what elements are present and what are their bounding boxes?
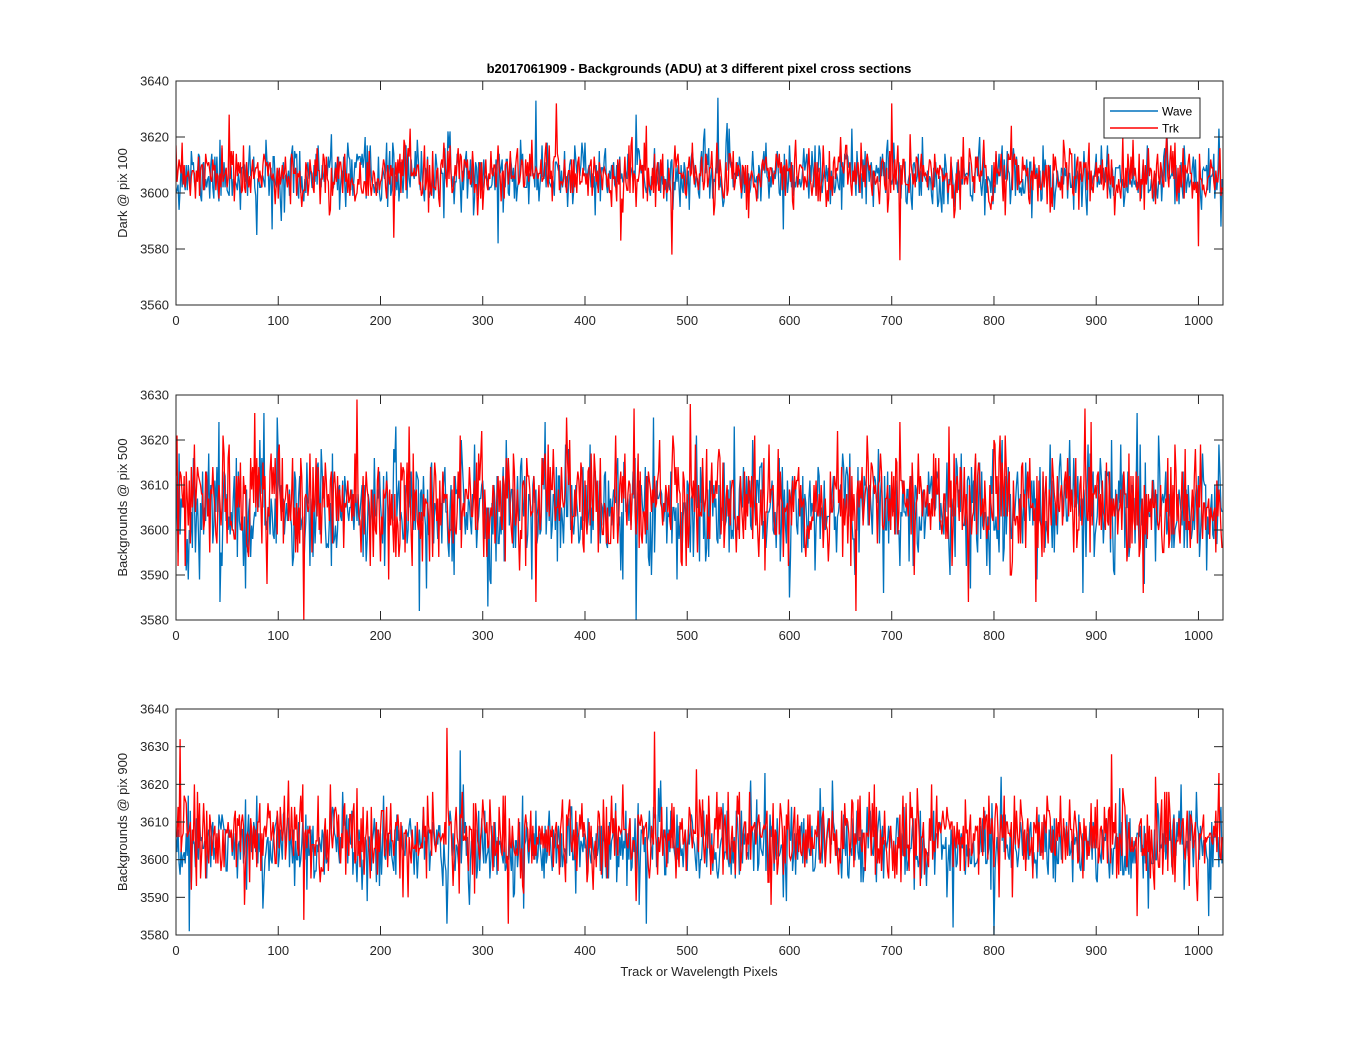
y-tick-label: 3580	[140, 242, 169, 257]
legend: Wave Trk	[1103, 97, 1201, 139]
x-tick-label: 500	[676, 628, 698, 643]
y-axis-label: Dark @ pix 100	[115, 148, 130, 238]
plots-layer: 0 100 200 300 400 500 600 700 800 900 100035603580…	[115, 74, 1224, 958]
x-tick-label: 200	[370, 943, 392, 958]
y-tick-label: 3630	[140, 388, 169, 403]
x-tick-label: 1000	[1184, 313, 1213, 328]
x-tick-label: 0	[172, 313, 179, 328]
x-tick-label: 500	[676, 943, 698, 958]
y-tick-label: 3620	[140, 777, 169, 792]
legend-label-trk: Trk	[1162, 122, 1180, 136]
x-axis-label: Track or Wavelength Pixels	[620, 964, 778, 979]
x-tick-label: 100	[267, 313, 289, 328]
series-line-wave-3	[176, 750, 1223, 935]
x-tick-label: 500	[676, 313, 698, 328]
x-tick-label: 300	[472, 313, 494, 328]
y-tick-label: 3580	[140, 613, 169, 628]
x-tick-label: 600	[779, 943, 801, 958]
y-tick-label: 3620	[140, 130, 169, 145]
x-tick-label: 700	[881, 313, 903, 328]
y-tick-label: 3600	[140, 852, 169, 867]
y-tick-label: 3620	[140, 433, 169, 448]
y-tick-label: 3610	[140, 478, 169, 493]
y-tick-label: 3610	[140, 815, 169, 830]
x-tick-label: 300	[472, 943, 494, 958]
y-tick-label: 3560	[140, 298, 169, 313]
series-line-trk-3	[176, 727, 1223, 924]
y-tick-label: 3600	[140, 523, 169, 538]
axes-box	[175, 394, 1224, 621]
y-tick-label: 3600	[140, 186, 169, 201]
x-tick-label: 700	[881, 628, 903, 643]
legend-box	[1103, 97, 1201, 139]
x-tick-label: 400	[574, 628, 596, 643]
x-tick-label: 300	[472, 628, 494, 643]
x-tick-label: 900	[1085, 313, 1107, 328]
legend-label-wave: Wave	[1162, 105, 1193, 119]
x-tick-label: 0	[172, 943, 179, 958]
x-tick-label: 100	[267, 628, 289, 643]
y-tick-label: 3590	[140, 890, 169, 905]
y-tick-label: 3590	[140, 568, 169, 583]
x-tick-label: 200	[370, 313, 392, 328]
x-tick-label: 100	[267, 943, 289, 958]
x-tick-label: 700	[881, 943, 903, 958]
x-tick-label: 600	[779, 313, 801, 328]
x-tick-label: 400	[574, 943, 596, 958]
subplot-3: 0 100 200 300 400 500 600 700 800 900 1000 3580 3590…	[115, 702, 1224, 958]
y-tick-label: 3640	[140, 702, 169, 717]
x-tick-label: 800	[983, 313, 1005, 328]
x-tick-label: 600	[779, 628, 801, 643]
x-tick-label: 0	[172, 628, 179, 643]
x-tick-label: 800	[983, 943, 1005, 958]
x-tick-label: 800	[983, 628, 1005, 643]
x-tick-label: 900	[1085, 628, 1107, 643]
x-tick-label: 1000	[1184, 943, 1213, 958]
series-line-trk-1	[176, 103, 1223, 261]
y-axis-label: Backgrounds @ pix 500	[115, 438, 130, 576]
y-tick-label: 3630	[140, 739, 169, 754]
x-tick-label: 900	[1085, 943, 1107, 958]
figure-title: b2017061909 - Backgrounds (ADU) at 3 dif…	[487, 61, 912, 76]
series-line-wave-1	[176, 97, 1223, 244]
y-axis-label: Backgrounds @ pix 900	[115, 753, 130, 891]
subplot-1: 0 100 200 300 400 500 600 700 800 900 1000 3560 3580…	[115, 74, 1224, 328]
x-tick-label: 200	[370, 628, 392, 643]
subplot-2: 0 100 200 300 400 500 600 700 800 900 1000 3580 3590…	[115, 388, 1224, 643]
y-tick-label: 3640	[140, 74, 169, 89]
x-tick-label: 1000	[1184, 628, 1213, 643]
y-tick-label: 3580	[140, 928, 169, 943]
series-line-trk-2	[176, 399, 1223, 620]
x-tick-label: 400	[574, 313, 596, 328]
